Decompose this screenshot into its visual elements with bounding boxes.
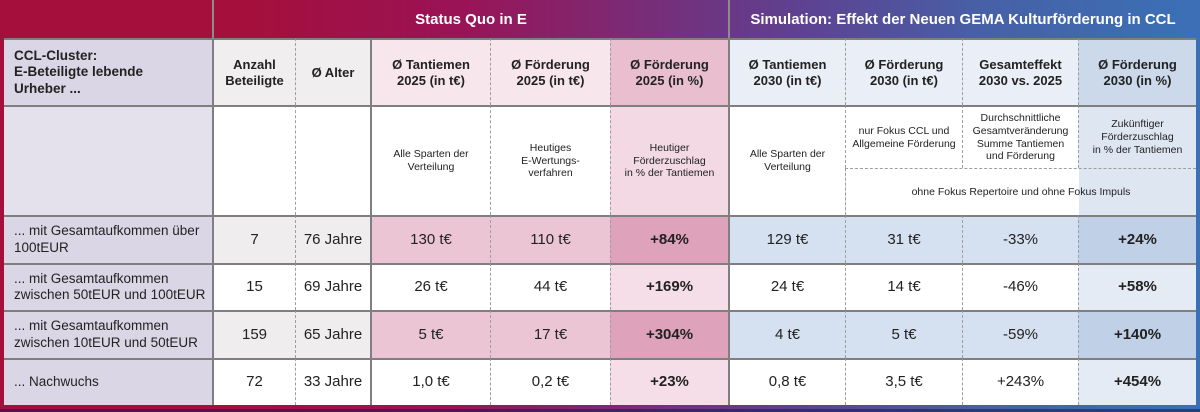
cell-anzahl: 72: [212, 357, 295, 405]
right-border-bar: [1196, 0, 1200, 405]
cell-foerderung-pct-2025: +23%: [610, 357, 728, 405]
header-foerderung-2025: Ø Förderung 2025 (in t€): [490, 38, 610, 105]
cell-tantiemen-2025: 26 t€: [370, 262, 490, 310]
header-foerderung-2030: Ø Förderung 2030 (in t€): [845, 38, 962, 105]
subheader-anzahl-spacer: [212, 105, 295, 215]
cell-foerderung-pct-2030: +140%: [1078, 310, 1196, 358]
cell-tantiemen-2025: 5 t€: [370, 310, 490, 358]
cell-foerderung-2030: 14 t€: [845, 262, 962, 310]
cell-foerderung-2030: 31 t€: [845, 215, 962, 263]
cell-foerderung-pct-2025: +169%: [610, 262, 728, 310]
header-alter: Ø Alter: [295, 38, 370, 105]
row-label: ... mit Gesamtaufkommen über 100tEUR: [4, 215, 212, 263]
banner-status-quo-title: Status Quo in E: [212, 0, 728, 38]
cell-gesamteffekt: +243%: [962, 357, 1078, 405]
cell-foerderung-2025: 0,2 t€: [490, 357, 610, 405]
cell-foerderung-pct-2030: +58%: [1078, 262, 1196, 310]
cell-foerderung-2030: 5 t€: [845, 310, 962, 358]
subheader-note: ohne Fokus Repertoire und ohne Fokus Imp…: [845, 168, 1196, 215]
header-foerderung-pct-2030: Ø Förderung 2030 (in %): [1078, 38, 1196, 105]
cell-foerderung-pct-2025: +304%: [610, 310, 728, 358]
subheader-tantiemen-2025: Alle Sparten der Verteilung: [370, 105, 490, 215]
subheader-foerderung-pct-2030: Zukünftiger Förderzuschlag in % der Tant…: [1078, 105, 1196, 168]
cell-tantiemen-2025: 1,0 t€: [370, 357, 490, 405]
left-border-bar: [0, 0, 4, 405]
data-table: Status Quo in E Simulation: Effekt der N…: [4, 0, 1196, 405]
header-gesamteffekt: Gesamteffekt 2030 vs. 2025: [962, 38, 1078, 105]
cell-alter: 69 Jahre: [295, 262, 370, 310]
subheader-tantiemen-2030: Alle Sparten der Verteilung: [728, 105, 845, 215]
cell-tantiemen-2030: 24 t€: [728, 262, 845, 310]
cell-foerderung-2025: 44 t€: [490, 262, 610, 310]
banner-simulation-title: Simulation: Effekt der Neuen GEMA Kultur…: [728, 0, 1196, 38]
cell-tantiemen-2030: 0,8 t€: [728, 357, 845, 405]
header-foerderung-pct-2025: Ø Förderung 2025 (in %): [610, 38, 728, 105]
subheader-foerderung-2030: nur Fokus CCL und Allgemeine Förderung: [845, 105, 962, 168]
cell-gesamteffekt: -33%: [962, 215, 1078, 263]
cell-foerderung-2025: 110 t€: [490, 215, 610, 263]
header-tantiemen-2030: Ø Tantiemen 2030 (in t€): [728, 38, 845, 105]
subheader-foerderung-pct-2025: Heutiger Förderzuschlag in % der Tantiem…: [610, 105, 728, 215]
cell-foerderung-pct-2025: +84%: [610, 215, 728, 263]
cell-tantiemen-2030: 4 t€: [728, 310, 845, 358]
cell-foerderung-pct-2030: +24%: [1078, 215, 1196, 263]
cell-anzahl: 7: [212, 215, 295, 263]
corner-title: CCL-Cluster: E-Beteiligte lebende Urhebe…: [4, 38, 212, 105]
subheader-gesamteffekt: Durchschnittliche Gesamtveränderung Summ…: [962, 105, 1078, 168]
cell-foerderung-pct-2030: +454%: [1078, 357, 1196, 405]
cell-gesamteffekt: -46%: [962, 262, 1078, 310]
cell-foerderung-2025: 17 t€: [490, 310, 610, 358]
cell-anzahl: 15: [212, 262, 295, 310]
subheader-alter-spacer: [295, 105, 370, 215]
header-tantiemen-2025: Ø Tantiemen 2025 (in t€): [370, 38, 490, 105]
cell-tantiemen-2030: 129 t€: [728, 215, 845, 263]
cell-alter: 76 Jahre: [295, 215, 370, 263]
cell-anzahl: 159: [212, 310, 295, 358]
banner: Status Quo in E Simulation: Effekt der N…: [4, 0, 1196, 38]
subheader-label-spacer: [4, 105, 212, 215]
cell-foerderung-2030: 3,5 t€: [845, 357, 962, 405]
subheader-foerderung-2025: Heutiges E-Wertungs- verfahren: [490, 105, 610, 215]
cell-alter: 33 Jahre: [295, 357, 370, 405]
row-label: ... Nachwuchs: [4, 357, 212, 405]
header-anzahl-beteiligte: Anzahl Beteiligte: [212, 38, 295, 105]
row-label: ... mit Gesamtaufkommen zwischen 50tEUR …: [4, 262, 212, 310]
bottom-gradient-bar: [0, 405, 1200, 412]
cell-gesamteffekt: -59%: [962, 310, 1078, 358]
row-label: ... mit Gesamtaufkommen zwischen 10tEUR …: [4, 310, 212, 358]
banner-corner-spacer: [4, 0, 212, 38]
cell-tantiemen-2025: 130 t€: [370, 215, 490, 263]
cell-alter: 65 Jahre: [295, 310, 370, 358]
